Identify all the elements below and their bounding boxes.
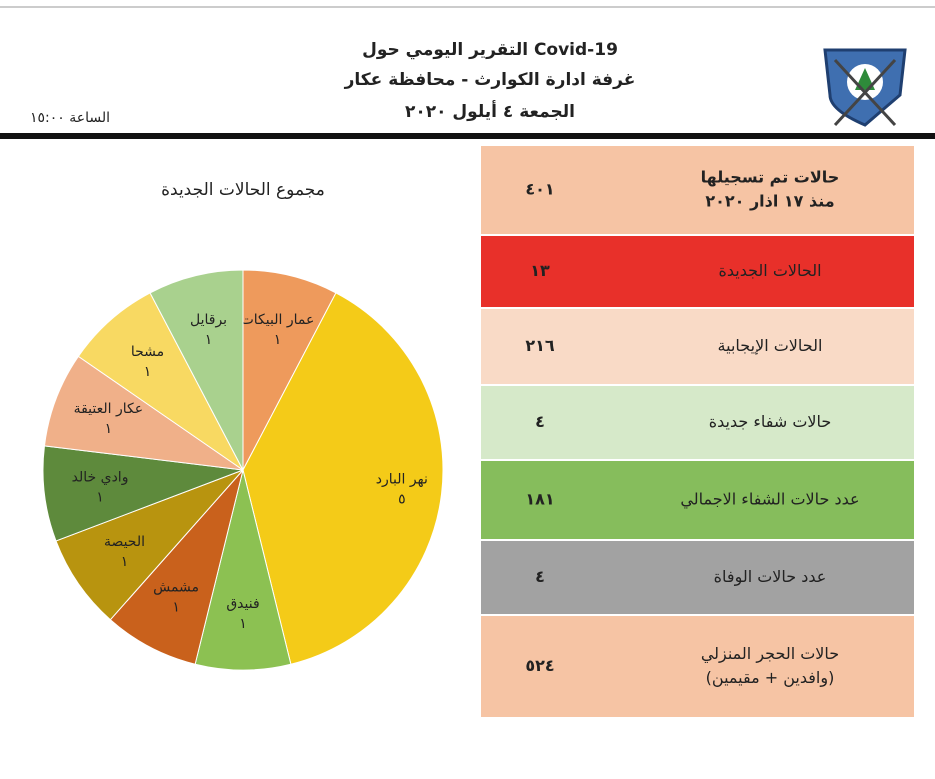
title-line: التقرير اليومي حول Covid-19 bbox=[362, 40, 618, 60]
row-label: الحالات الجديدة bbox=[718, 261, 821, 280]
slice-label: مشحا bbox=[131, 344, 164, 360]
row-label: عدد حالات الوفاة bbox=[714, 567, 827, 587]
row-value: ٥٢٤ bbox=[525, 656, 554, 675]
pie-slice bbox=[242, 269, 337, 471]
slice-value: ١ bbox=[205, 332, 213, 348]
slice-value: ١ bbox=[239, 616, 247, 632]
pie-slice bbox=[109, 469, 244, 665]
table-row bbox=[479, 539, 916, 616]
slice-value: ١ bbox=[121, 554, 129, 570]
row-value: ١٣ bbox=[530, 261, 550, 280]
slice-label: مشمش bbox=[153, 580, 199, 596]
slice-value: ١ bbox=[96, 489, 104, 505]
header-rule bbox=[0, 133, 935, 139]
row-label: (وافدين + مقيمين) bbox=[706, 668, 835, 688]
row-label: حالات شفاء جديدة bbox=[709, 412, 832, 431]
row-label: منذ ١٧ اذار ٢٠٢٠ bbox=[705, 192, 834, 211]
row-value: ٤٠١ bbox=[525, 180, 554, 199]
slice-label: الحيصة bbox=[104, 534, 145, 550]
title-line: غرفة ادارة الكوارث - محافظة عكار bbox=[344, 70, 636, 90]
slice-value: ١ bbox=[274, 332, 282, 348]
slice-value: ١ bbox=[172, 600, 180, 616]
slice-value: ٥ bbox=[398, 491, 406, 507]
slice-value: ١ bbox=[144, 364, 152, 380]
slice-label: عمار البيكات bbox=[241, 312, 315, 328]
row-value: ١٨١ bbox=[525, 490, 554, 509]
slice-label: وادي خالد bbox=[72, 469, 129, 485]
row-value: ٤ bbox=[535, 412, 545, 431]
row-value: ٢١٦ bbox=[525, 336, 555, 355]
pie-slice bbox=[77, 292, 244, 471]
logo bbox=[823, 48, 907, 127]
row-value: ٤ bbox=[535, 567, 545, 586]
slice-label: نهر البارد bbox=[376, 471, 428, 487]
slice-value: ١ bbox=[105, 421, 113, 437]
slice-label: برقايل bbox=[190, 312, 227, 328]
pie-slice bbox=[42, 445, 244, 542]
pie-slice bbox=[43, 355, 244, 471]
row-label: حالات تم تسجيلها bbox=[701, 168, 840, 187]
row-label: حالات الحجر المنزلي bbox=[701, 644, 839, 664]
time: الساعة ١٥:٠٠ bbox=[30, 110, 110, 126]
table-row bbox=[479, 307, 916, 386]
pie-slice bbox=[194, 469, 292, 671]
row-label: عدد حالات الشفاء الاجمالي bbox=[680, 490, 859, 510]
pie-slice bbox=[55, 469, 244, 621]
pie-slice bbox=[149, 269, 244, 471]
title-line: الجمعة ٤ أيلول ٢٠٢٠ bbox=[405, 100, 575, 122]
chart-title: مجموع الحالات الجديدة bbox=[161, 180, 325, 200]
table-row bbox=[479, 234, 916, 309]
table-row bbox=[479, 384, 916, 461]
slice-label: عكار العتيقة bbox=[74, 401, 144, 417]
table-row bbox=[479, 459, 916, 541]
row-label: الحالات الإيجابية bbox=[718, 336, 823, 355]
table-row bbox=[479, 614, 916, 719]
slice-label: فنيدق bbox=[226, 596, 259, 612]
pie-slice bbox=[242, 292, 444, 665]
